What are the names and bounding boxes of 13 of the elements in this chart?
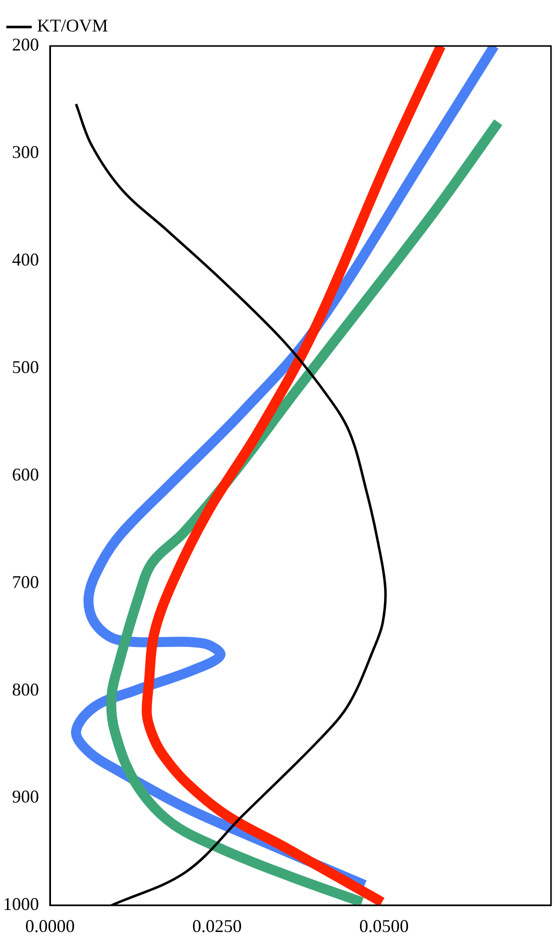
x-tick-label: 0.0500: [359, 916, 409, 936]
y-tick-label: 900: [12, 786, 39, 807]
legend-label: KT/OVM: [37, 16, 108, 36]
y-tick-label: 300: [12, 142, 39, 162]
x-tick-label: 0.0250: [192, 916, 242, 936]
x-tick-label: 0.0000: [25, 916, 75, 936]
y-tick-label: 600: [12, 464, 39, 484]
y-tick-label: 700: [12, 572, 39, 592]
y-tick-label: 200: [12, 34, 39, 55]
y-tick-label: 500: [12, 357, 39, 378]
y-tick-label: 800: [12, 679, 39, 700]
y-tick-label: 400: [12, 250, 39, 270]
y-tick-label: 1000: [3, 894, 39, 914]
